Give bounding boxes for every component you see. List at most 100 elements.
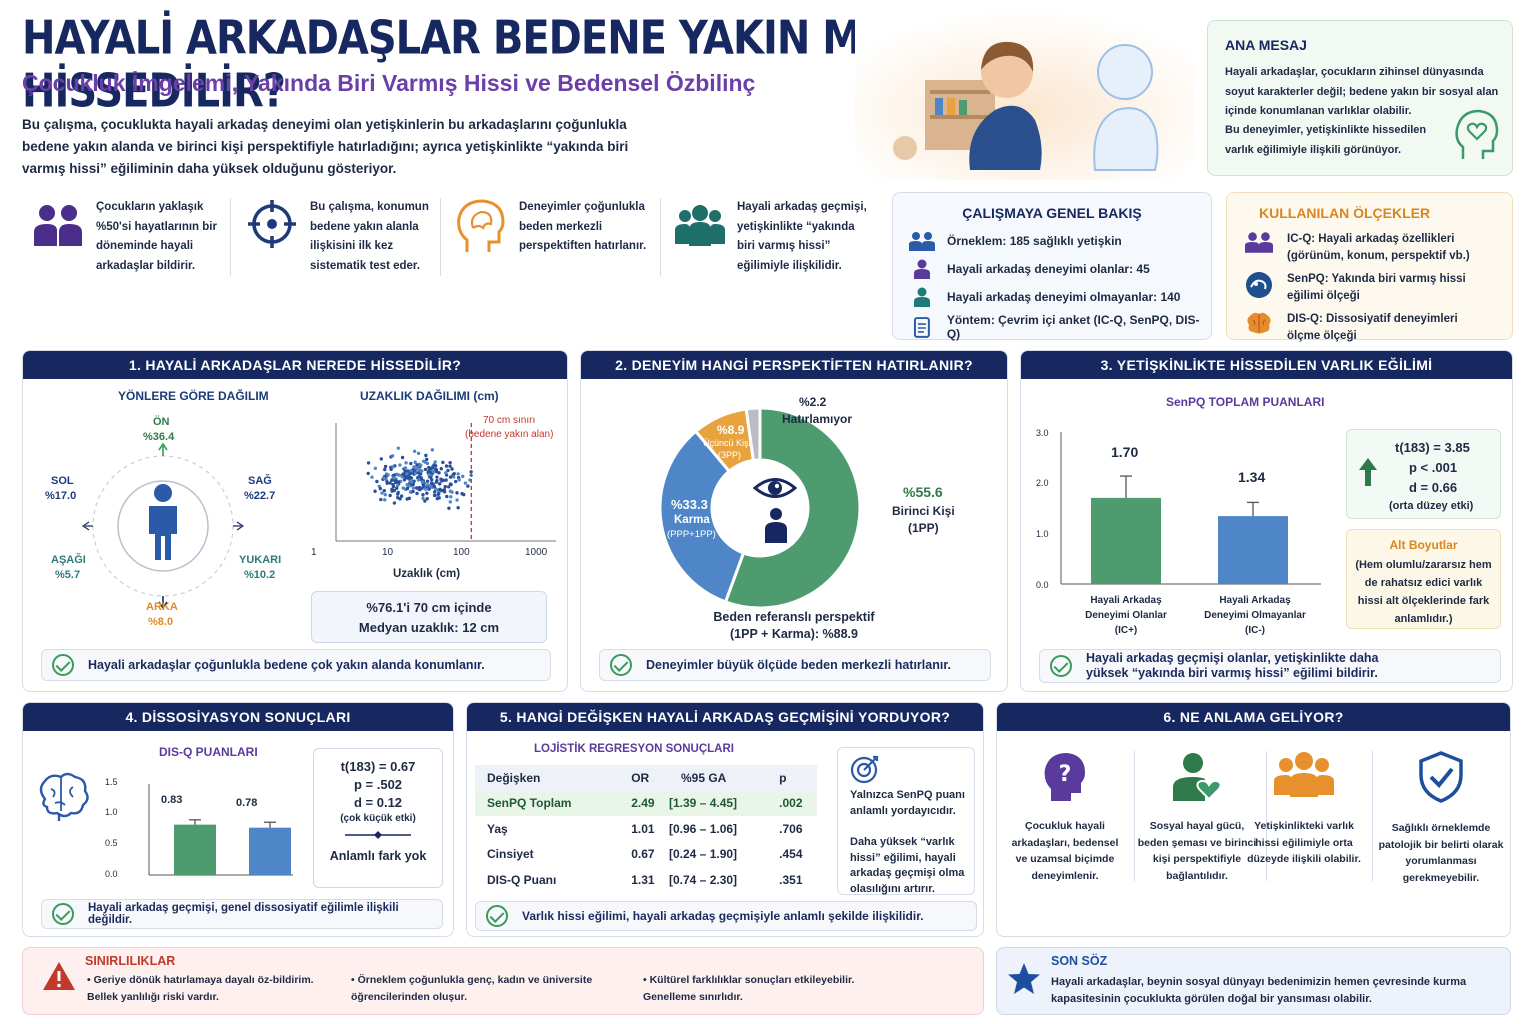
scatter-point xyxy=(433,464,438,468)
person-heart-icon xyxy=(1173,753,1222,801)
dir-front-label: ÖN xyxy=(153,416,170,428)
overview-item-text: Hayali arkadaş deneyimi olmayanlar: 140 xyxy=(947,290,1181,304)
section-4-conclusion-text: Hayali arkadaş geçmişi, genel dissosiyat… xyxy=(88,902,399,926)
xtick: 10 xyxy=(382,547,394,558)
scatter-point xyxy=(400,475,404,479)
regression-note-1: Yalnızca SenPQ puanı anlamlı yordayıcıdı… xyxy=(850,789,965,817)
scatter-point xyxy=(415,491,419,496)
group-icon xyxy=(675,205,725,246)
table-cell: .002 xyxy=(779,796,803,811)
divider xyxy=(1134,751,1135,881)
section-3-card: 3. YETİŞKİNLİKTE HİSSEDİLEN VARLIK EĞİLİ… xyxy=(1020,350,1513,692)
regression-note-box: Yalnızca SenPQ puanı anlamlı yordayıcıdı… xyxy=(837,747,975,895)
table-cell: SenPQ Toplam xyxy=(487,796,572,811)
first-code: (1PP) xyxy=(908,521,939,535)
overview-item: Örneklem: 185 sağlıklı yetişkin xyxy=(909,231,1122,251)
scatter-point xyxy=(385,481,389,485)
stat-p: p < .001 xyxy=(1409,460,1458,475)
scatter-point xyxy=(450,490,454,494)
dir-right-label: SAĞ xyxy=(248,475,272,487)
scatter-point xyxy=(386,473,390,477)
scatter-point xyxy=(448,482,453,486)
scatter-point xyxy=(383,498,387,502)
scatter-point xyxy=(391,465,395,469)
scatter-point xyxy=(451,475,456,479)
stat-t: t(183) = 0.67 xyxy=(340,759,416,774)
bar xyxy=(1091,497,1161,584)
scatter-point xyxy=(442,488,446,492)
third-code: (3PP) xyxy=(718,450,742,460)
dir-up-label: YUKARI xyxy=(239,554,282,566)
scatter-point xyxy=(423,467,428,472)
xtick: 1 xyxy=(311,547,317,558)
scale-item: IC-Q: Hayali arkadaş özellikleri (görünü… xyxy=(1245,231,1502,264)
category-line: Deneyimi Olmayanlar xyxy=(1204,610,1306,621)
scatter-point xyxy=(396,495,400,500)
scatter-point xyxy=(409,461,413,466)
scatter-point xyxy=(412,449,417,453)
scatter-point xyxy=(421,484,426,488)
scatter-point xyxy=(426,483,430,487)
scatter-point xyxy=(447,506,451,510)
section-1-conclusion: Hayali arkadaşlar çoğunlukla bedene çok … xyxy=(41,649,551,681)
check-icon xyxy=(1050,655,1072,677)
scatter-point xyxy=(439,466,443,471)
scatter-point xyxy=(411,486,416,490)
scatter-point xyxy=(417,475,421,479)
dir-down-value: %5.7 xyxy=(55,569,81,581)
section-3-conclusion: Hayali arkadaş geçmişi olanlar, yetişkin… xyxy=(1039,649,1501,683)
main-message-card: ANA MESAJ Hayali arkadaşlar, çocukların … xyxy=(1207,20,1513,176)
scatter-point xyxy=(407,496,412,501)
senpq-stat-box: t(183) = 3.85 p < .001 d = 0.66 (orta dü… xyxy=(1346,429,1501,519)
meaning-item: ? Çocukluk hayali arkadaşları, bedensel … xyxy=(1005,751,1125,884)
scatter-point xyxy=(416,471,421,475)
category-line: Hayali Arkadaş xyxy=(1219,595,1291,606)
limit-label-2: (bedene yakın alan) xyxy=(465,429,554,440)
target-icon xyxy=(850,755,879,784)
scatter-point xyxy=(423,499,427,503)
scatter-point xyxy=(366,471,370,476)
scatter-point xyxy=(453,479,458,484)
scatter-point xyxy=(424,487,428,491)
final-title: SON SÖZ xyxy=(1051,954,1108,968)
disq-chart-title: DIS-Q PUANLARI xyxy=(159,745,258,759)
x-axis-label: Uzaklık (cm) xyxy=(393,568,461,580)
scatter-point xyxy=(463,481,468,485)
table-cell: [0.24 – 1.90] xyxy=(669,847,738,862)
scatter-point xyxy=(420,469,424,473)
table-header: Değişken OR %95 GA p xyxy=(475,765,817,791)
scatter-point xyxy=(462,492,466,497)
subscale-box: Alt Boyutlar (Hem olumlu/zararsız hem de… xyxy=(1346,529,1501,629)
stat-p: p = .502 xyxy=(353,777,403,792)
scatter-point xyxy=(425,491,429,495)
overview-item-text: Yöntem: Çevrim içi anket (IC-Q, SenPQ, D… xyxy=(946,313,1200,341)
scatter-point xyxy=(411,482,415,487)
scatter-point xyxy=(425,497,429,501)
scatter-point xyxy=(405,486,410,491)
person-icon xyxy=(765,508,787,543)
scatter-point xyxy=(435,478,439,483)
scatter-point xyxy=(416,451,421,456)
scale-item-text: IC-Q: Hayali arkadaş özellikleri (görünü… xyxy=(1287,233,1470,262)
scatter-point xyxy=(427,469,431,473)
scatter-point xyxy=(413,460,417,464)
check-icon xyxy=(486,905,508,927)
scatter-point xyxy=(443,485,447,489)
scatter-point xyxy=(397,473,401,477)
scatter-point xyxy=(391,484,396,489)
table-cell: 1.01 xyxy=(631,821,655,836)
scatter-point xyxy=(409,480,414,484)
dir-back-label: ARKA xyxy=(146,601,178,613)
intro-text: Bu çalışma, çocuklukta hayali arkadaş de… xyxy=(22,117,629,176)
ytick: 0.5 xyxy=(105,838,118,848)
disq-stat-box: t(183) = 0.67 p = .502 d = 0.12 (çok küç… xyxy=(313,748,443,888)
category-label: Hayali Arkadaş Deneyimi Olmayanlar (IC-) xyxy=(1195,593,1315,638)
scatter-point xyxy=(420,480,425,484)
crosshair-icon xyxy=(248,200,296,248)
unknown-value: %2.2 xyxy=(799,395,827,409)
scatter-point xyxy=(383,493,387,497)
table-header-cell: OR xyxy=(631,770,650,785)
scale-item: SenPQ: Yakında biri varmış hissi eğilimi… xyxy=(1245,271,1487,304)
table-cell: 2.49 xyxy=(631,796,655,811)
page-subtitle: Çocukluk İmgelemi, Yakında Biri Varmış H… xyxy=(22,70,756,96)
